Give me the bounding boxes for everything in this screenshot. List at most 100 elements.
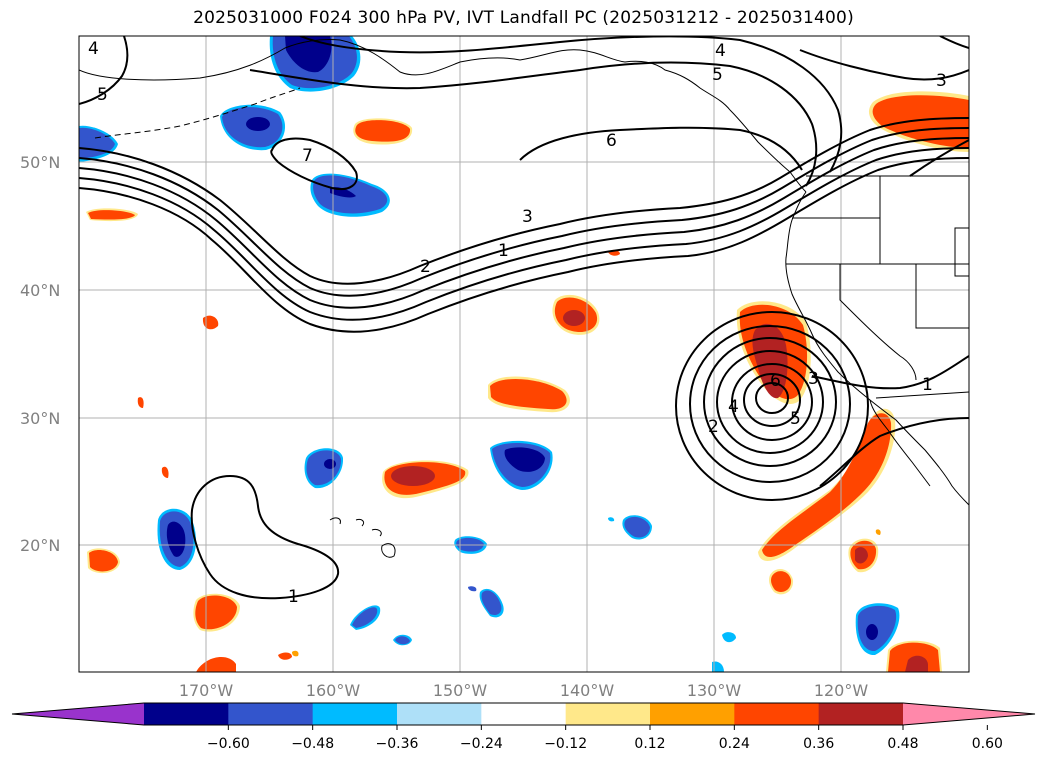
pv-pos-feature: [278, 652, 292, 660]
pv-neg-feature: [395, 636, 410, 645]
pv-pos-feature: [391, 466, 435, 486]
colorbar-tick-label: −0.60: [207, 736, 250, 752]
contour-line: [79, 127, 969, 297]
pv-neg-feature: [608, 517, 615, 522]
contour-label: 2: [420, 257, 431, 277]
pv-pos-feature: [355, 120, 411, 142]
longitude-labels: 170°W 160°W 150°W 140°W 130°W 120°W: [179, 681, 869, 700]
pv-neg-feature: [481, 590, 502, 615]
border-us-mexico: [875, 391, 969, 399]
lon-label: 120°W: [814, 681, 869, 700]
colorbar-tick-label: −0.36: [376, 736, 419, 752]
negative-pv-shading: [79, 36, 900, 672]
pv-pos-feature: [872, 95, 969, 148]
colorbar-segment: [734, 703, 820, 725]
colorbar-tick-label: −0.48: [291, 736, 334, 752]
lon-label: 160°W: [306, 681, 361, 700]
colorbar-tick-label: −0.12: [544, 736, 587, 752]
pv-neg-feature: [324, 459, 336, 469]
contour-label: 4: [88, 39, 99, 59]
colorbar-segment: [228, 703, 314, 725]
colorbar-outline: [11, 702, 1036, 726]
pv-neg-feature: [166, 521, 186, 557]
pv-pos-feature: [855, 547, 868, 564]
contour-line: [811, 355, 969, 390]
lat-label: 50°N: [20, 153, 60, 172]
lat-label: 20°N: [20, 536, 60, 555]
colorbar-segment: [481, 703, 567, 725]
contour-label: 7: [302, 146, 313, 166]
colorbar-segment: [650, 703, 735, 725]
ivt-contours: [79, 36, 969, 600]
pv-pos-feature: [771, 571, 792, 592]
lon-label: 150°W: [433, 681, 488, 700]
contour-label: 3: [522, 207, 533, 227]
pv-pos-feature: [563, 310, 585, 326]
lon-label: 130°W: [687, 681, 742, 700]
colorbar-segment: [565, 703, 651, 725]
contour-label: 1: [922, 375, 933, 395]
contour-label: 4: [715, 41, 726, 61]
pv-pos-feature: [161, 466, 169, 478]
contour-label: 2: [708, 417, 719, 437]
latitude-labels: 50°N 40°N 30°N 20°N: [20, 153, 60, 555]
contour-line: [703, 337, 837, 467]
pv-pos-feature: [762, 413, 892, 558]
pv-pos-feature: [137, 397, 144, 408]
map-title: 2025031000 F024 300 hPa PV, IVT Landfall…: [193, 8, 854, 28]
contour-label: 4: [728, 397, 739, 417]
pv-pos-feature: [752, 323, 788, 399]
pv-neg-feature: [624, 516, 650, 538]
contour-line: [939, 36, 969, 49]
pv-neg-feature: [722, 632, 736, 643]
colorbar-tick-label: 0.24: [719, 736, 750, 752]
contour-line: [716, 350, 824, 454]
pv-neg-feature: [352, 607, 378, 628]
contour-line: [79, 117, 969, 285]
coastline-alaska: [79, 39, 807, 193]
contour-line: [79, 147, 969, 321]
contour-line: [689, 325, 851, 483]
contour-line: [799, 49, 969, 81]
coastline-west-coast: [785, 191, 969, 506]
border-states: [915, 264, 969, 329]
coastline-hawaii: [329, 517, 396, 558]
lat-label: 40°N: [20, 281, 60, 300]
coastlines: [79, 39, 969, 558]
pv-pos-feature: [292, 650, 299, 657]
contour-line: [79, 36, 129, 105]
lon-label: 170°W: [179, 681, 234, 700]
colorbar-segment: [397, 703, 482, 725]
pv-pos-feature: [89, 550, 118, 572]
border-states: [954, 227, 969, 277]
contour-line: [675, 311, 869, 501]
contour-label: 6: [606, 131, 617, 151]
map-frame: [78, 35, 970, 673]
contour-line: [743, 373, 801, 427]
contour-line: [755, 382, 789, 414]
contour-line: [249, 61, 818, 187]
pv-pos-feature: [88, 210, 135, 220]
pv-neg-feature: [712, 661, 724, 672]
contour-label: 5: [97, 85, 108, 105]
contour-line: [731, 363, 813, 441]
border-states: [839, 264, 917, 381]
contour-line: [299, 36, 843, 173]
colorbar-tick-label: −0.24: [460, 736, 503, 752]
contour-label: 5: [712, 65, 723, 85]
pv-pos-feature: [905, 655, 928, 672]
pv-neg-feature: [246, 117, 270, 131]
contour-label: 5: [790, 409, 801, 429]
contour-line: [519, 126, 803, 171]
pv-neg-feature: [504, 447, 545, 472]
contour-line: [909, 139, 969, 177]
colorbar-extend-min: [12, 703, 144, 725]
contour-label: 1: [498, 241, 509, 261]
contour-label: 3: [936, 71, 947, 91]
colorbar-tick-label: 0.48: [887, 736, 918, 752]
colorbar-extend-max: [903, 703, 1035, 725]
lon-label: 140°W: [560, 681, 615, 700]
pv-neg-feature: [285, 36, 332, 73]
pv-pos-feature: [202, 315, 219, 330]
